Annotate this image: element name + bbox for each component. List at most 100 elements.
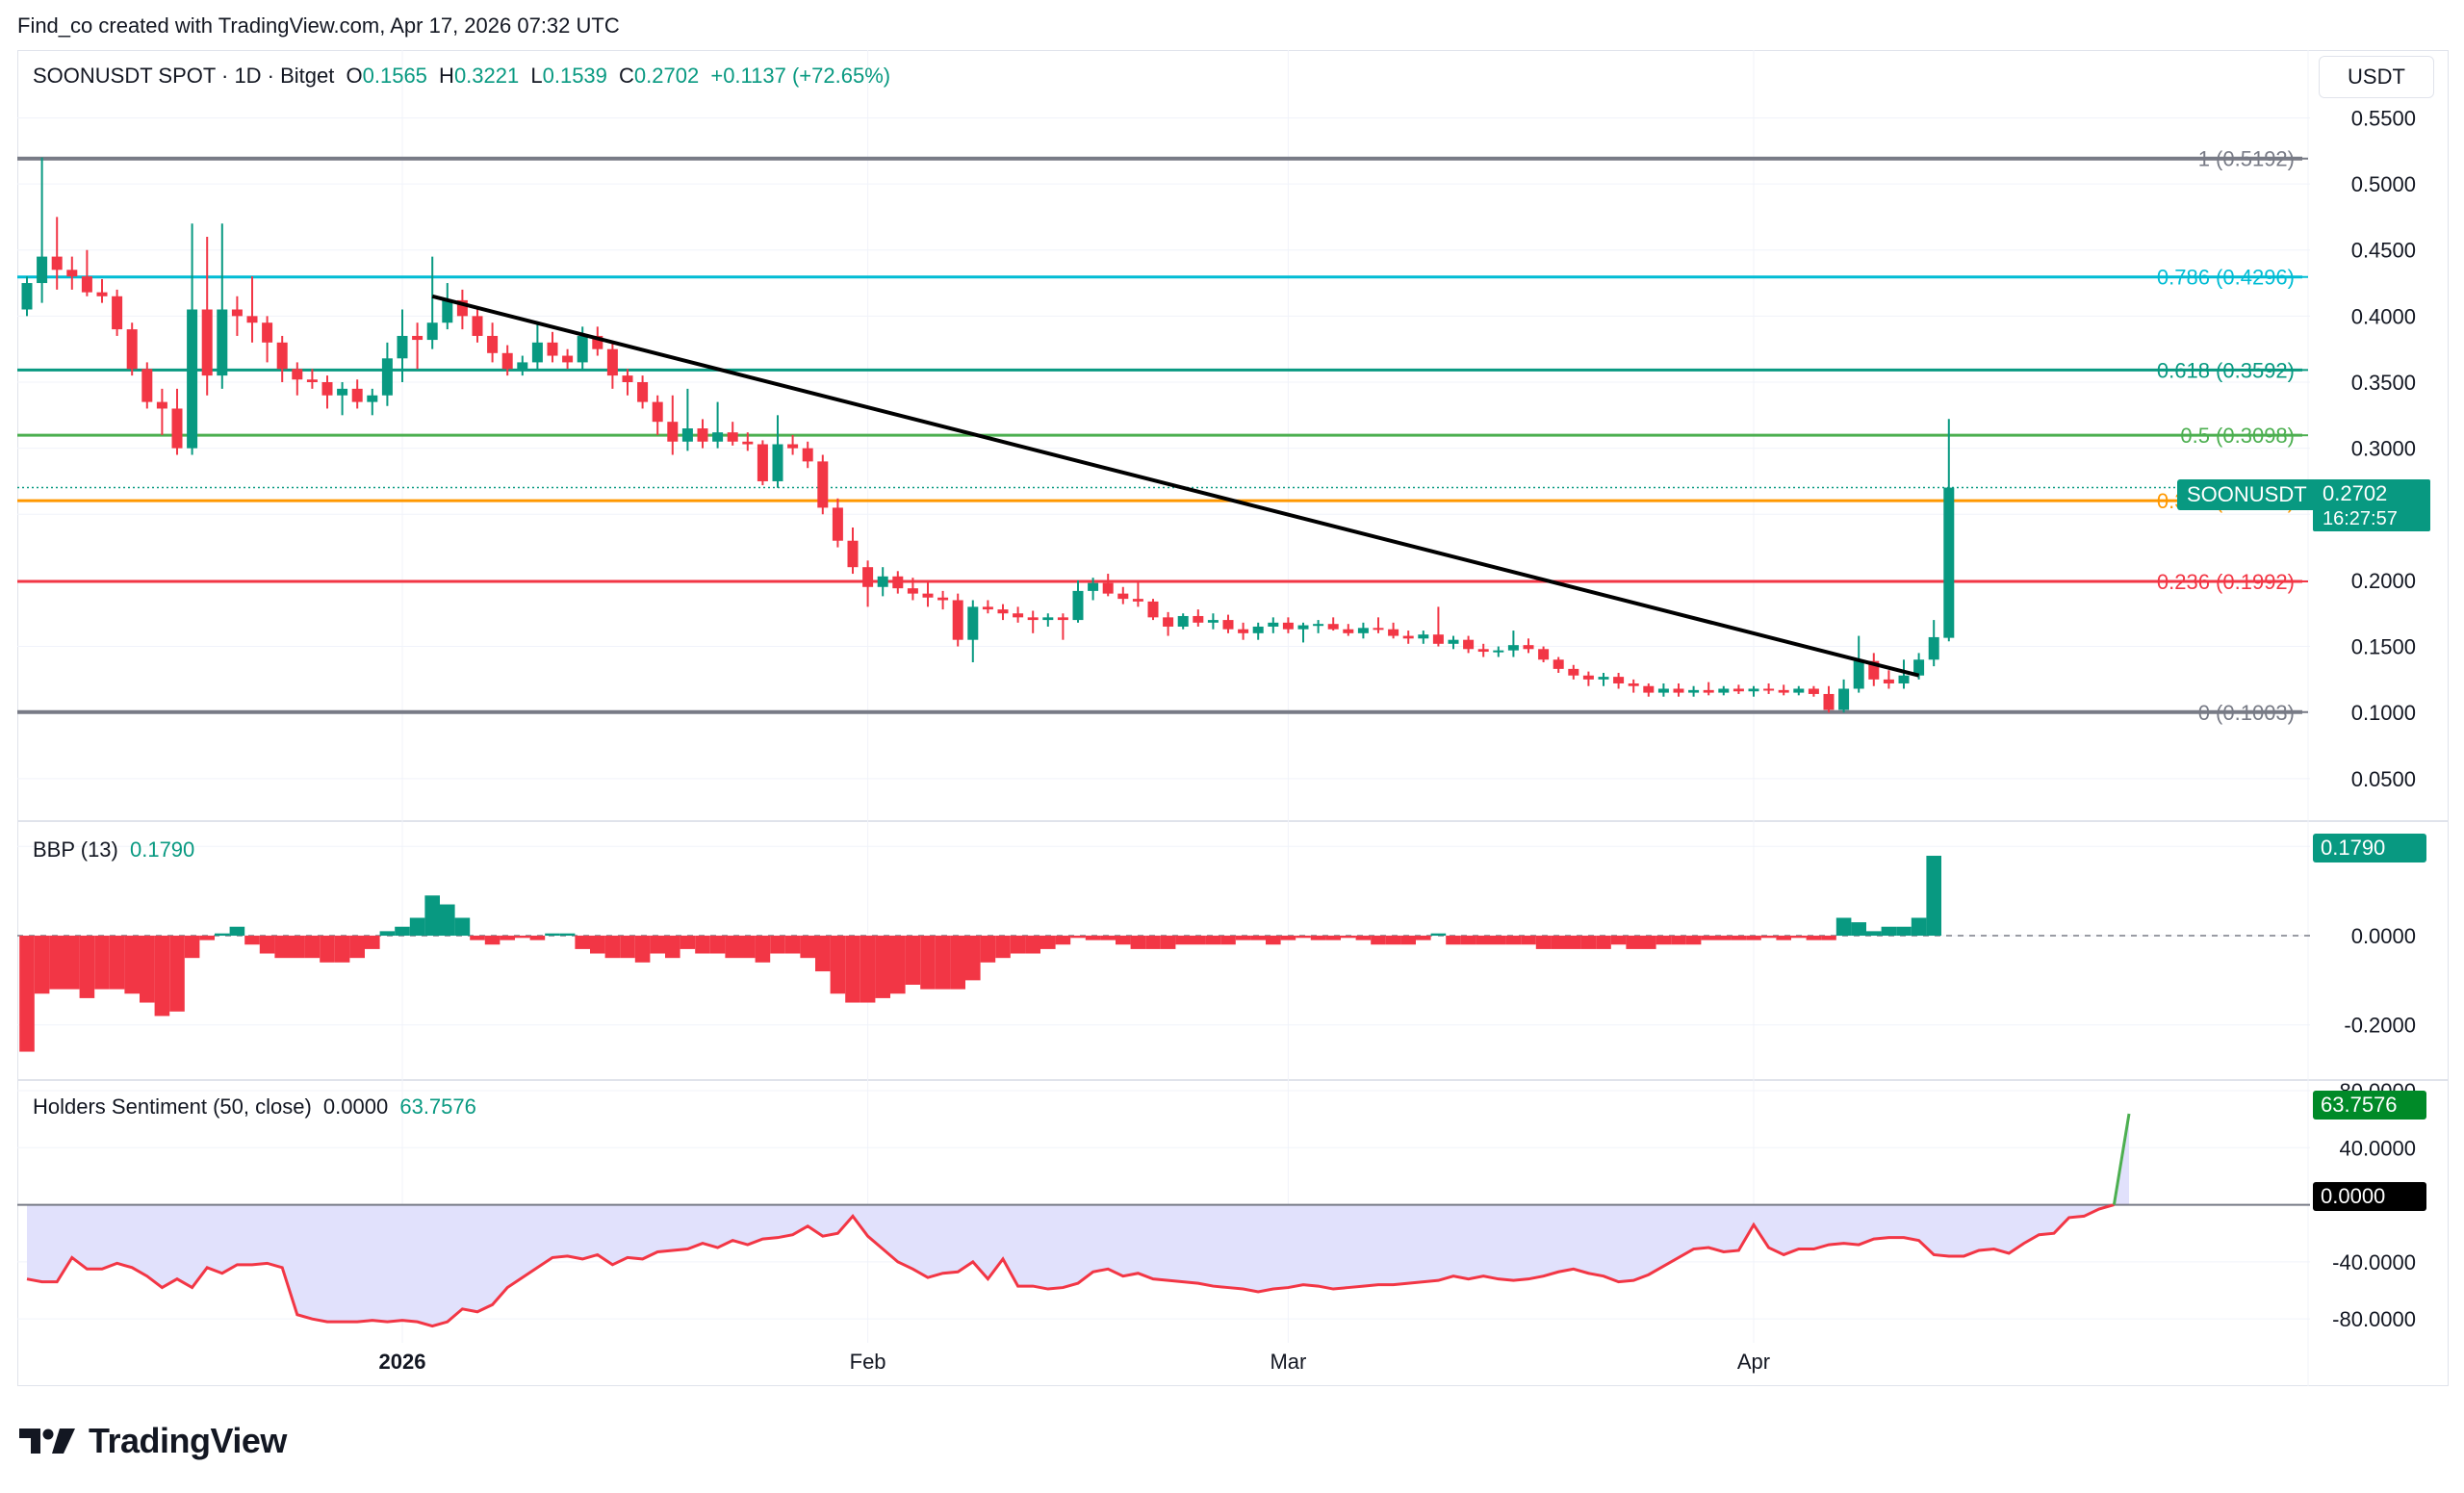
candle-body bbox=[1598, 677, 1609, 680]
bbp-histogram-bar bbox=[1596, 936, 1611, 949]
candle-body bbox=[1643, 685, 1655, 693]
low-label: L bbox=[530, 64, 543, 88]
candle-body bbox=[1282, 622, 1294, 630]
symbol-price-tag: SOONUSDT bbox=[2177, 479, 2317, 510]
candle-body bbox=[487, 335, 499, 353]
bbp-histogram-bar bbox=[1085, 936, 1101, 940]
candle-body bbox=[1297, 625, 1309, 630]
bbp-histogram-bar bbox=[1371, 936, 1386, 945]
bbp-histogram-bar bbox=[395, 926, 410, 936]
candle-body bbox=[1268, 622, 1279, 627]
bbp-histogram-bar bbox=[1205, 936, 1221, 945]
candle-body bbox=[907, 588, 918, 594]
bbp-histogram-bar bbox=[1280, 936, 1296, 940]
candle-body bbox=[1628, 682, 1639, 686]
fib-level-label: 0.5 (0.3098) bbox=[2180, 424, 2295, 448]
candle-body bbox=[1507, 645, 1519, 651]
candle-body bbox=[201, 309, 213, 376]
sentiment-value-1: 0.0000 bbox=[322, 1094, 389, 1119]
change-value: +0.1137 (+72.65%) bbox=[710, 64, 891, 88]
bbp-histogram-bar bbox=[1835, 917, 1852, 936]
candle-body bbox=[126, 329, 138, 370]
candle-body bbox=[66, 270, 78, 277]
candle-body bbox=[1432, 634, 1444, 644]
bbp-histogram-bar bbox=[1505, 936, 1522, 945]
candle-body bbox=[892, 576, 904, 589]
bbp-histogram-bar bbox=[229, 926, 245, 936]
candle-body bbox=[262, 322, 273, 343]
candle-body bbox=[1763, 688, 1775, 691]
bbp-histogram-bar bbox=[140, 936, 155, 1003]
tradingview-logo[interactable]: TradingView bbox=[17, 1421, 287, 1461]
bbp-histogram-bar bbox=[290, 936, 305, 959]
candle-body bbox=[1163, 617, 1174, 627]
candle-body bbox=[141, 369, 153, 402]
bbp-histogram-bar bbox=[500, 936, 515, 940]
bbp-histogram-bar bbox=[470, 936, 485, 940]
price-axis-tick: 0.3000 bbox=[2351, 437, 2416, 461]
bbp-histogram-bar bbox=[440, 904, 455, 936]
candle-body bbox=[772, 444, 783, 481]
price-axis-tick: 0.1000 bbox=[2351, 701, 2416, 725]
candle-body bbox=[1327, 624, 1339, 630]
bbp-histogram-bar bbox=[244, 936, 260, 945]
bbp-histogram-bar bbox=[1070, 936, 1086, 939]
candle-body bbox=[1732, 688, 1744, 692]
candle-body bbox=[681, 428, 693, 442]
bbp-histogram-bar bbox=[845, 936, 860, 1003]
candle-body bbox=[727, 432, 738, 442]
bbp-histogram-bar bbox=[1685, 936, 1702, 945]
high-label: H bbox=[439, 64, 454, 88]
bbp-histogram-bar bbox=[680, 936, 696, 949]
high-value: 0.3221 bbox=[453, 64, 520, 88]
candle-body bbox=[1793, 688, 1805, 693]
bbp-label[interactable]: BBP (13) bbox=[33, 837, 118, 862]
bbp-histogram-bar bbox=[1911, 917, 1927, 936]
sentiment-axis-tick: 40.0000 bbox=[2339, 1136, 2416, 1160]
candle-body bbox=[847, 540, 859, 568]
candle-body bbox=[412, 335, 424, 341]
bbp-histogram-bar bbox=[1641, 936, 1656, 949]
bbp-legend: BBP (13) 0.1790 bbox=[33, 837, 200, 862]
bbp-histogram-bar bbox=[454, 917, 471, 936]
time-axis-tick: Apr bbox=[1737, 1350, 1770, 1374]
open-value: 0.1565 bbox=[362, 64, 427, 88]
candle-body bbox=[606, 348, 618, 376]
bbp-histogram-bar bbox=[709, 936, 726, 954]
bbp-histogram-bar bbox=[1791, 936, 1807, 939]
currency-unit-button[interactable]: USDT bbox=[2319, 56, 2434, 98]
candle-body bbox=[1027, 617, 1039, 621]
candle-body bbox=[1448, 639, 1459, 644]
bbp-histogram-bar bbox=[19, 936, 35, 1052]
bbp-histogram-bar bbox=[259, 936, 275, 954]
sentiment-label[interactable]: Holders Sentiment (50, close) bbox=[33, 1094, 312, 1119]
chart-credit: Find_co created with TradingView.com, Ap… bbox=[17, 13, 620, 38]
bbp-histogram-bar bbox=[1551, 936, 1566, 949]
bbp-axis-tick: 0.0000 bbox=[2351, 924, 2416, 948]
candle-body bbox=[1523, 645, 1534, 650]
candle-body bbox=[817, 461, 829, 508]
candle-body bbox=[1102, 582, 1114, 594]
candle-body bbox=[156, 401, 167, 409]
sentiment-legend: Holders Sentiment (50, close) 0.0000 63.… bbox=[33, 1094, 482, 1120]
candle-body bbox=[877, 576, 888, 587]
candle-body bbox=[652, 401, 663, 423]
candle-body bbox=[231, 309, 243, 317]
candle-body bbox=[1357, 628, 1369, 633]
candle-body bbox=[187, 309, 198, 449]
price-axis-tick: 0.2000 bbox=[2351, 569, 2416, 593]
bbp-histogram-bar bbox=[1866, 931, 1882, 936]
candle-body bbox=[1823, 693, 1835, 710]
symbol-title[interactable]: SOONUSDT SPOT · 1D · Bitget bbox=[33, 64, 335, 88]
bbp-histogram-bar bbox=[529, 936, 546, 940]
bbp-histogram-bar bbox=[1040, 936, 1056, 949]
candle-body bbox=[832, 507, 843, 541]
bbp-histogram-bar bbox=[1491, 936, 1506, 945]
candle-body bbox=[171, 408, 183, 449]
candle-body bbox=[472, 316, 483, 336]
bar-countdown: 16:27:57 bbox=[2323, 508, 2398, 529]
candle-body bbox=[592, 335, 603, 349]
candle-body bbox=[1538, 649, 1550, 660]
bbp-histogram-bar bbox=[1235, 936, 1251, 940]
